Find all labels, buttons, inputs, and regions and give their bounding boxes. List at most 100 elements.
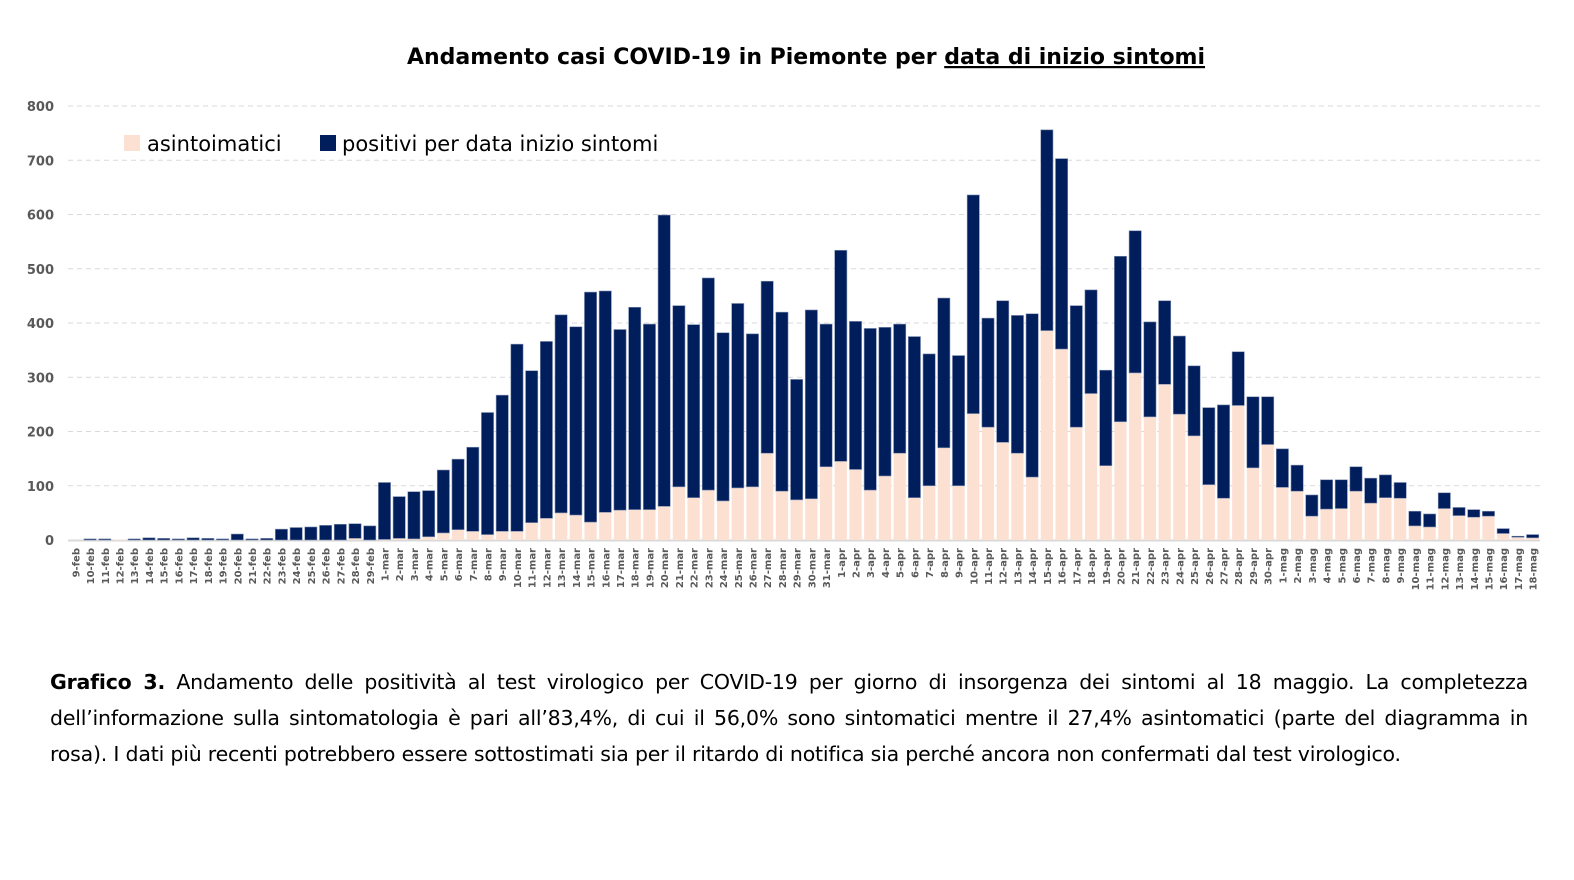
bar-asintoimatici bbox=[894, 453, 906, 540]
bar-asintoimatici bbox=[526, 523, 538, 540]
bar-positivi bbox=[1350, 467, 1362, 491]
x-tick-label: 14-feb bbox=[145, 548, 156, 584]
chart-title-underlined: data di inizio sintomi bbox=[944, 45, 1205, 70]
x-tick-label: 11-mar bbox=[528, 548, 539, 588]
bar-asintoimatici bbox=[997, 442, 1009, 540]
x-tick-label: 24-apr bbox=[1175, 548, 1186, 585]
x-tick-label: 9-mag bbox=[1396, 548, 1407, 583]
bar-positivi bbox=[319, 525, 331, 540]
bar-asintoimatici bbox=[1188, 436, 1200, 540]
bar-positivi bbox=[1188, 366, 1200, 436]
bar-positivi bbox=[673, 306, 685, 487]
bar-positivi bbox=[879, 327, 891, 476]
bar-positivi bbox=[540, 341, 552, 518]
bar-positivi bbox=[1394, 482, 1406, 498]
x-tick-label: 7-apr bbox=[925, 548, 936, 578]
x-tick-label: 10-feb bbox=[86, 548, 97, 584]
x-tick-label: 13-mar bbox=[557, 548, 568, 588]
bar-positivi bbox=[967, 195, 979, 414]
bar-asintoimatici bbox=[849, 469, 861, 540]
bar-asintoimatici bbox=[1262, 445, 1274, 540]
bar-positivi bbox=[452, 459, 464, 530]
bar-asintoimatici bbox=[599, 512, 611, 540]
x-tick-label: 13-mag bbox=[1455, 548, 1466, 590]
x-tick-label: 16-apr bbox=[1058, 548, 1069, 585]
x-tick-label: 24-feb bbox=[292, 548, 303, 584]
bar-asintoimatici bbox=[1070, 427, 1082, 540]
x-tick-label: 11-feb bbox=[101, 548, 112, 584]
bar-positivi bbox=[629, 307, 641, 509]
bar-positivi bbox=[1232, 352, 1244, 406]
x-tick-label: 3-apr bbox=[866, 548, 877, 578]
bar-asintoimatici bbox=[1306, 516, 1318, 540]
bar-positivi bbox=[84, 539, 96, 540]
bar-positivi bbox=[835, 250, 847, 461]
bar-positivi bbox=[997, 301, 1009, 443]
bar-asintoimatici bbox=[1350, 491, 1362, 540]
x-tick-label: 24-mar bbox=[719, 548, 730, 588]
x-tick-label: 8-mar bbox=[484, 548, 495, 581]
x-tick-label: 26-mar bbox=[748, 548, 759, 588]
x-tick-label: 2-mag bbox=[1293, 548, 1304, 583]
bar-asintoimatici bbox=[1320, 509, 1332, 540]
x-tick-label: 31-mar bbox=[822, 548, 833, 588]
bar-asintoimatici bbox=[1335, 509, 1347, 540]
chart-title: Andamento casi COVID-19 in Piemonte per … bbox=[407, 45, 1205, 70]
bar-asintoimatici bbox=[967, 414, 979, 540]
figure-caption: Grafico 3. Andamento delle positività al… bbox=[50, 664, 1528, 772]
bar-positivi bbox=[1144, 322, 1156, 417]
bar-positivi bbox=[1335, 480, 1347, 509]
bar-positivi bbox=[982, 318, 994, 427]
bar-asintoimatici bbox=[908, 498, 920, 540]
bar-positivi bbox=[1320, 480, 1332, 509]
x-tick-label: 9-mar bbox=[498, 548, 509, 581]
x-tick-label: 19-apr bbox=[1102, 548, 1113, 585]
bar-positivi bbox=[732, 303, 744, 487]
bar-positivi bbox=[599, 291, 611, 512]
bar-asintoimatici bbox=[1497, 533, 1509, 540]
bar-positivi bbox=[511, 344, 523, 531]
y-tick-label: 500 bbox=[27, 263, 54, 278]
legend-swatch-positivi bbox=[320, 135, 336, 151]
bar-asintoimatici bbox=[1468, 517, 1480, 540]
bar-asintoimatici bbox=[1100, 466, 1112, 540]
bar-asintoimatici bbox=[1276, 487, 1288, 540]
bar-positivi bbox=[99, 539, 111, 540]
x-tick-label: 5-mar bbox=[439, 548, 450, 581]
x-tick-label: 13-feb bbox=[130, 548, 141, 584]
bar-positivi bbox=[1438, 493, 1450, 509]
x-tick-label: 7-mag bbox=[1367, 548, 1378, 583]
bar-positivi bbox=[1291, 465, 1303, 491]
bar-asintoimatici bbox=[1114, 422, 1126, 540]
x-tick-label: 14-apr bbox=[1028, 548, 1039, 585]
bar-asintoimatici bbox=[614, 510, 626, 540]
x-tick-label: 28-feb bbox=[351, 548, 362, 584]
gridlines bbox=[68, 106, 1540, 486]
x-tick-label: 18-mag bbox=[1529, 548, 1540, 590]
bar-asintoimatici bbox=[584, 522, 596, 540]
bar-positivi bbox=[216, 539, 228, 540]
x-tick-label: 7-mar bbox=[469, 548, 480, 581]
x-tick-label: 9-feb bbox=[71, 548, 82, 577]
x-tick-label: 14-mar bbox=[572, 548, 583, 588]
x-tick-label: 15-apr bbox=[1043, 548, 1054, 585]
bar-positivi bbox=[1203, 408, 1215, 485]
y-tick-label: 800 bbox=[27, 100, 54, 115]
bar-asintoimatici bbox=[113, 539, 125, 540]
bar-positivi bbox=[246, 539, 258, 540]
x-tick-label: 22-feb bbox=[263, 548, 274, 584]
bar-positivi bbox=[1468, 510, 1480, 518]
bar-positivi bbox=[496, 395, 508, 531]
x-tick-label: 27-mar bbox=[763, 548, 774, 588]
x-tick-label: 23-mar bbox=[704, 548, 715, 588]
bar-positivi bbox=[1276, 449, 1288, 488]
bar-asintoimatici bbox=[938, 448, 950, 540]
bar-positivi bbox=[261, 538, 273, 540]
bar-asintoimatici bbox=[923, 486, 935, 540]
bar-positivi bbox=[894, 324, 906, 453]
stacked-bar-chart: Andamento casi COVID-19 in Piemonte per … bbox=[0, 0, 1574, 660]
y-tick-label: 700 bbox=[27, 154, 54, 169]
bar-asintoimatici bbox=[1409, 526, 1421, 540]
bar-positivi bbox=[791, 379, 803, 499]
bar-positivi bbox=[158, 538, 170, 540]
